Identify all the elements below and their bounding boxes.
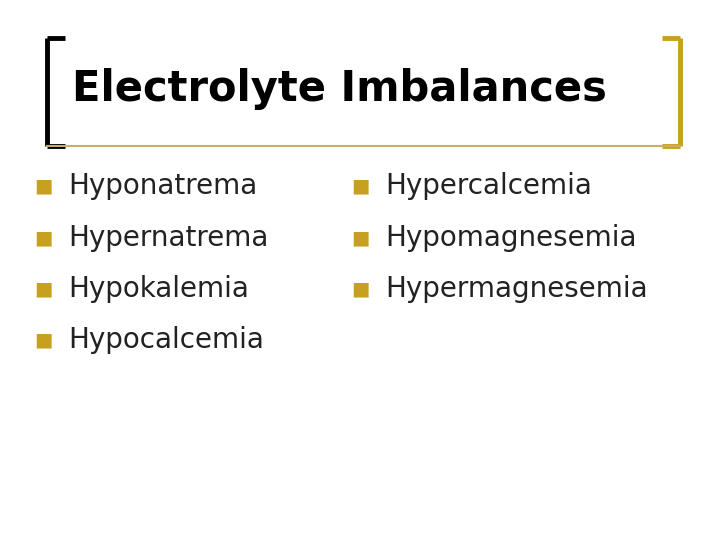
Text: Electrolyte Imbalances: Electrolyte Imbalances — [72, 68, 607, 110]
Text: ■: ■ — [351, 177, 369, 196]
Text: Hypomagnesemia: Hypomagnesemia — [385, 224, 636, 252]
Text: ■: ■ — [351, 228, 369, 247]
Text: Hypernatrema: Hypernatrema — [68, 224, 269, 252]
Text: Hypermagnesemia: Hypermagnesemia — [385, 275, 648, 303]
Text: ■: ■ — [351, 279, 369, 299]
Text: Hyponatrema: Hyponatrema — [68, 172, 258, 200]
Text: ■: ■ — [34, 279, 53, 299]
Text: Hypocalcemia: Hypocalcemia — [68, 326, 264, 354]
Text: ■: ■ — [34, 177, 53, 196]
Text: ■: ■ — [34, 330, 53, 350]
Text: ■: ■ — [34, 228, 53, 247]
Text: Hypokalemia: Hypokalemia — [68, 275, 249, 303]
Text: Hypercalcemia: Hypercalcemia — [385, 172, 592, 200]
